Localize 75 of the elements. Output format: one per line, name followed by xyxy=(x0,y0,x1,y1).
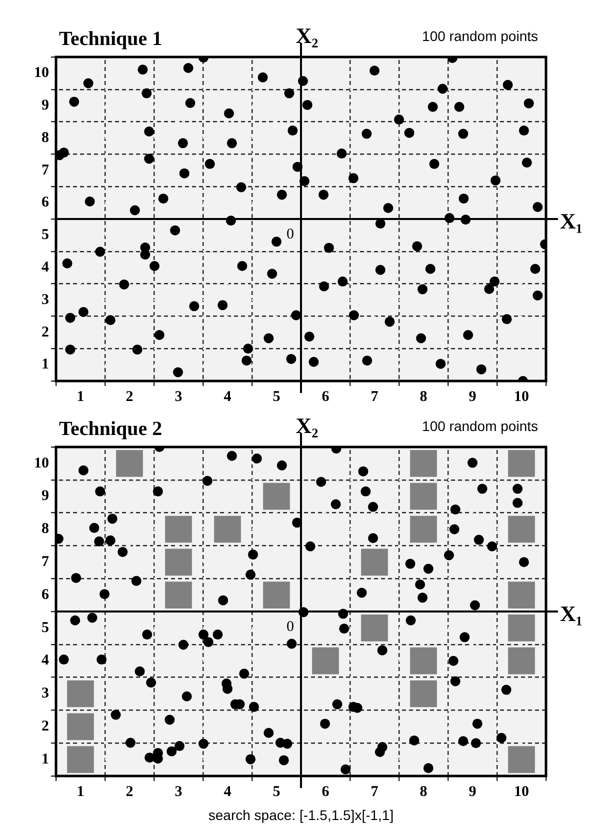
x-tick-label: 8 xyxy=(420,388,428,405)
point xyxy=(410,647,437,674)
point xyxy=(361,614,388,642)
text: 100 random points xyxy=(422,418,538,434)
x-tick-label: 4 xyxy=(224,784,232,800)
x-tick-label: 9 xyxy=(468,784,476,800)
point xyxy=(67,713,94,740)
y-tick-label: 7 xyxy=(42,554,50,570)
point xyxy=(508,516,535,543)
point xyxy=(116,450,143,477)
x-tick-label: 10 xyxy=(514,388,529,405)
x-tick-label: 1 xyxy=(76,784,84,800)
chart-title: Technique 2 xyxy=(59,418,162,440)
x-tick-label: 5 xyxy=(272,784,280,800)
x-axis-title: X₁ xyxy=(560,208,582,234)
annotation: 0 xyxy=(286,618,294,635)
y-tick-label: 9 xyxy=(42,97,49,114)
y-tick-label: 5 xyxy=(42,227,49,244)
x-tick-label: 7 xyxy=(370,388,379,405)
chart-title: Technique 1 xyxy=(59,28,162,50)
point xyxy=(361,548,388,576)
point xyxy=(165,582,192,608)
x-tick-label: 7 xyxy=(370,784,379,800)
y-tick-label: 2 xyxy=(42,324,49,340)
y-tick-label: 6 xyxy=(42,586,50,603)
y-tick-label: 3 xyxy=(42,292,49,308)
x-tick-label: 3 xyxy=(174,388,182,405)
y-tick-label: 5 xyxy=(42,620,49,636)
y-tick-label: 3 xyxy=(42,686,49,702)
x-tick-label: 9 xyxy=(468,388,476,405)
y-tick-label: 2 xyxy=(42,718,49,735)
point xyxy=(410,482,437,510)
point xyxy=(263,482,290,510)
y-tick-label: 1 xyxy=(42,751,49,768)
point xyxy=(214,516,241,543)
x-tick-label: 8 xyxy=(420,784,428,800)
y-tick-label: 10 xyxy=(34,455,49,472)
point xyxy=(165,516,192,543)
y-tick-label: 6 xyxy=(42,194,50,211)
point xyxy=(67,680,94,708)
x-tick-label: 2 xyxy=(126,784,134,800)
y-tick-label: 9 xyxy=(42,488,49,504)
y-tick-label: 7 xyxy=(42,162,50,178)
point xyxy=(508,582,535,608)
x-tick-label: 1 xyxy=(76,388,84,405)
point xyxy=(410,680,437,708)
point xyxy=(508,614,535,642)
y-tick-label: 4 xyxy=(42,652,50,669)
text: 100 random points xyxy=(422,28,538,44)
x-axis-title: X₁ xyxy=(560,601,582,626)
x-tick-label: 5 xyxy=(272,388,280,405)
x-tick-label: 2 xyxy=(126,388,134,405)
y-tick-label: 1 xyxy=(42,356,49,373)
y-tick-label: 4 xyxy=(42,259,50,276)
x-tick-label: 6 xyxy=(322,784,330,800)
x-tick-label: 10 xyxy=(514,784,529,800)
x-tick-label: 4 xyxy=(224,388,232,405)
point xyxy=(312,647,339,674)
x-tick-label: 3 xyxy=(174,784,182,800)
point xyxy=(165,548,192,576)
point xyxy=(410,516,437,543)
x-tick-label: 6 xyxy=(322,388,330,405)
point xyxy=(508,647,535,674)
y-tick-label: 8 xyxy=(42,130,49,146)
point xyxy=(410,450,437,477)
text: search space: [-1.5,1.5]x[-1,1] xyxy=(208,807,394,823)
point xyxy=(508,450,535,477)
y-axis-title: X₂ xyxy=(296,23,319,48)
point xyxy=(508,746,535,773)
annotation: 0 xyxy=(286,226,294,242)
point xyxy=(263,582,290,608)
y-tick-label: 8 xyxy=(42,521,49,538)
point xyxy=(67,746,94,773)
y-axis-title: X₂ xyxy=(296,413,319,438)
y-tick-label: 10 xyxy=(34,65,49,82)
